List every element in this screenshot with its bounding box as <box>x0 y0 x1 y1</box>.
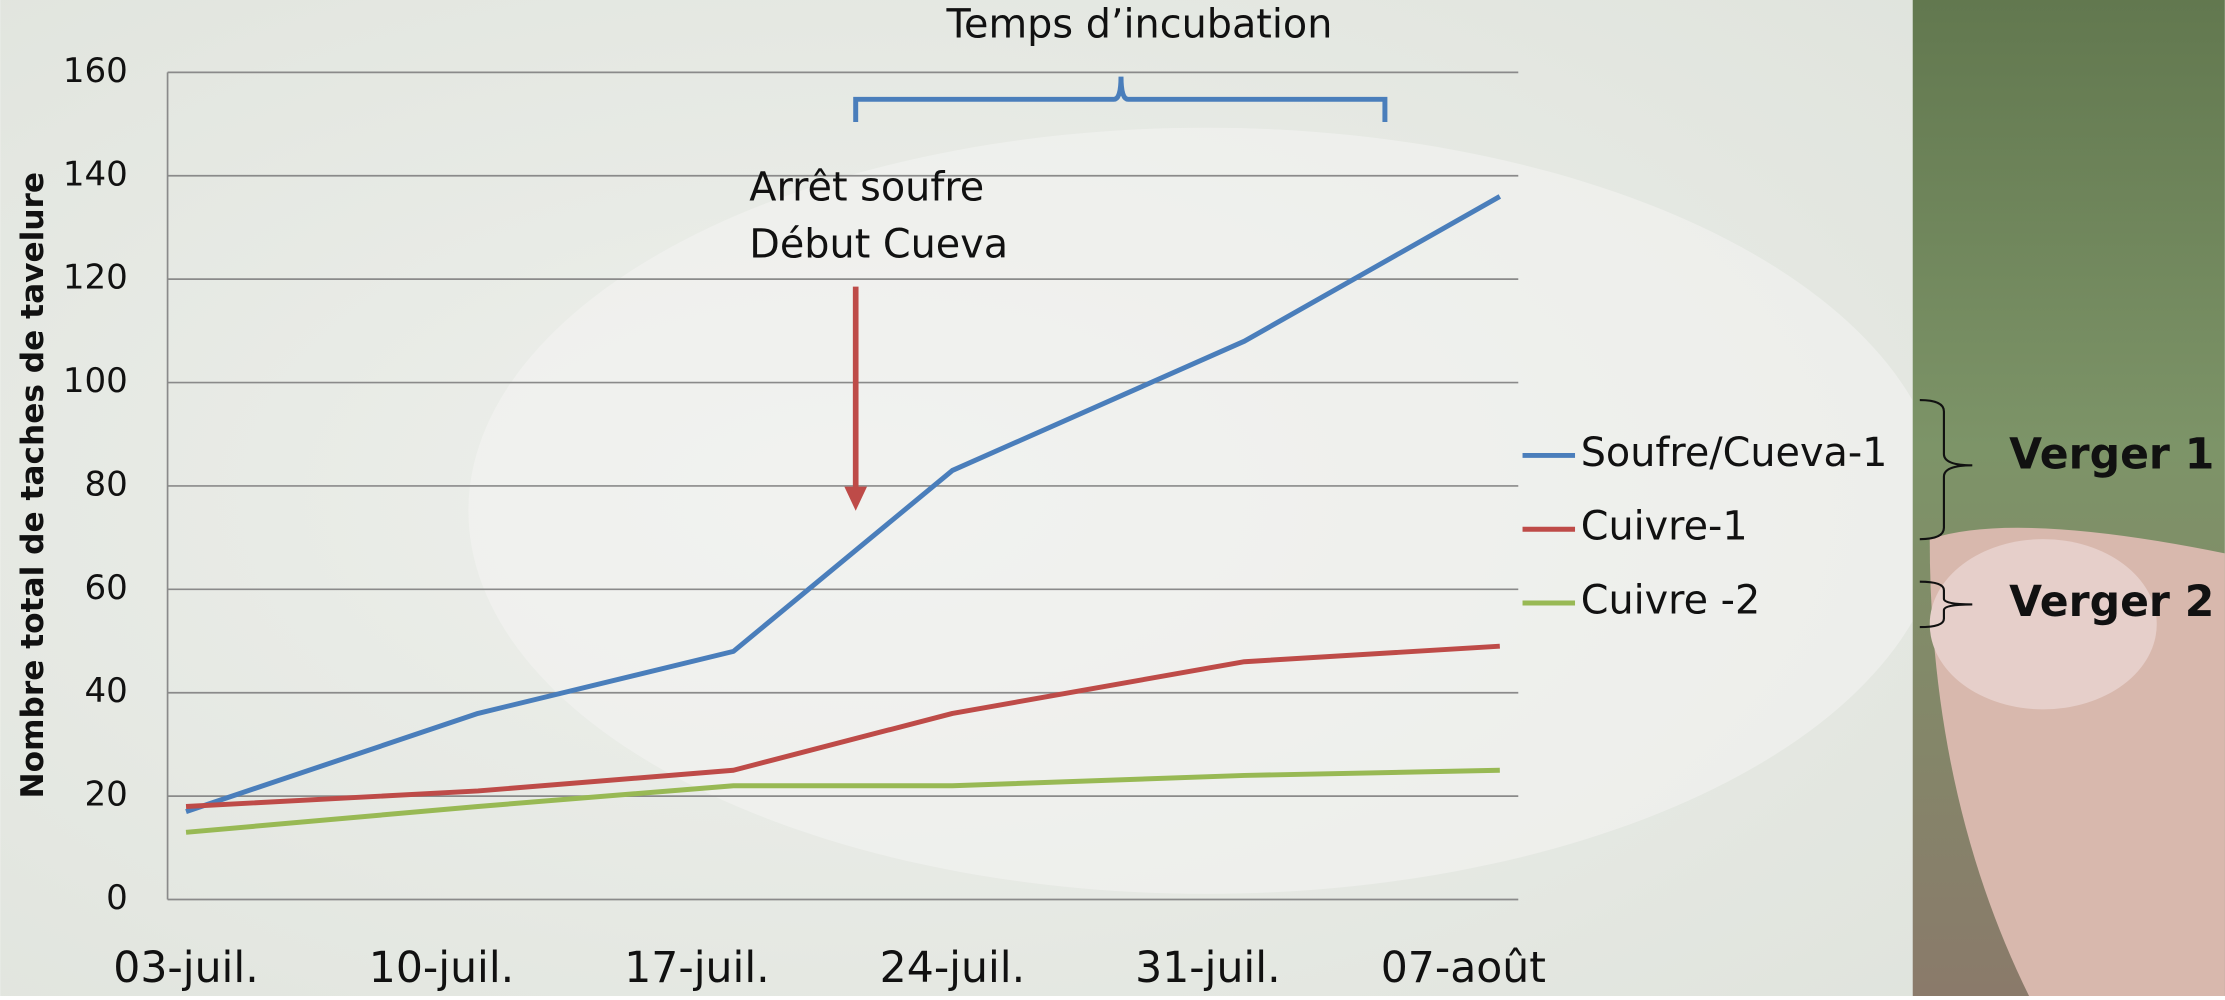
annotation-title: Temps d’incubation <box>946 1 1333 47</box>
x-tick-label: 24-juil. <box>880 943 1025 993</box>
group-label: Verger 1 <box>2009 429 2214 479</box>
legend-label: Cuivre-1 <box>1581 504 1748 550</box>
x-tick-label: 07-août <box>1381 943 1546 993</box>
annotation: Début Cueva <box>749 221 1008 267</box>
y-tick-label: 60 <box>85 568 128 608</box>
legend-label: Soufre/Cueva-1 <box>1581 430 1888 476</box>
group-label: Verger 2 <box>2009 577 2214 627</box>
y-tick-label: 120 <box>63 258 128 298</box>
page: {"chart_data": {"type": "line", "title":… <box>0 0 2225 996</box>
y-axis-title: Nombre total de taches de tavelure <box>15 172 51 799</box>
chart: 0 20 40 60 80 100 120 140 160 03-juil. 10-juil. 17-… <box>0 0 2225 996</box>
x-tick-label: 31-juil. <box>1135 943 1280 993</box>
legend-label: Cuivre -2 <box>1581 577 1761 623</box>
y-tick-label: 160 <box>63 51 128 91</box>
annotation: Arrêt soufre <box>749 165 984 211</box>
x-tick-label: 10-juil. <box>369 943 514 993</box>
x-tick-label: 17-juil. <box>624 943 769 993</box>
x-tick-label: 03-juil. <box>113 943 258 993</box>
y-tick-label: 40 <box>85 671 128 711</box>
y-tick-label: 100 <box>63 361 128 401</box>
y-tick-label: 20 <box>85 775 128 815</box>
y-tick-label: 0 <box>106 878 128 918</box>
y-tick-label: 140 <box>63 154 128 194</box>
y-tick-label: 80 <box>85 464 128 504</box>
